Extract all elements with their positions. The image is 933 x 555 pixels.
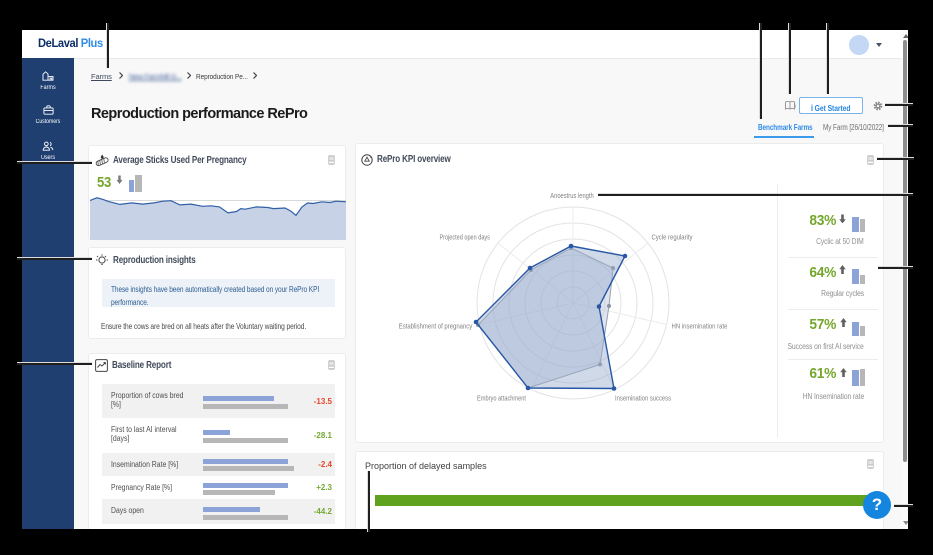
svg-text:HN insemination rate: HN insemination rate bbox=[672, 322, 728, 331]
svg-text:Anoestrus length: Anoestrus length bbox=[550, 191, 594, 200]
svg-text:Projected open days: Projected open days bbox=[439, 233, 490, 242]
svg-text:Establishment of pregnancy: Establishment of pregnancy bbox=[399, 322, 473, 331]
svg-text:Insemination success: Insemination success bbox=[615, 394, 671, 403]
svg-text:Cycle regularity: Cycle regularity bbox=[652, 233, 693, 242]
svg-text:Embryo attachment: Embryo attachment bbox=[477, 394, 527, 403]
